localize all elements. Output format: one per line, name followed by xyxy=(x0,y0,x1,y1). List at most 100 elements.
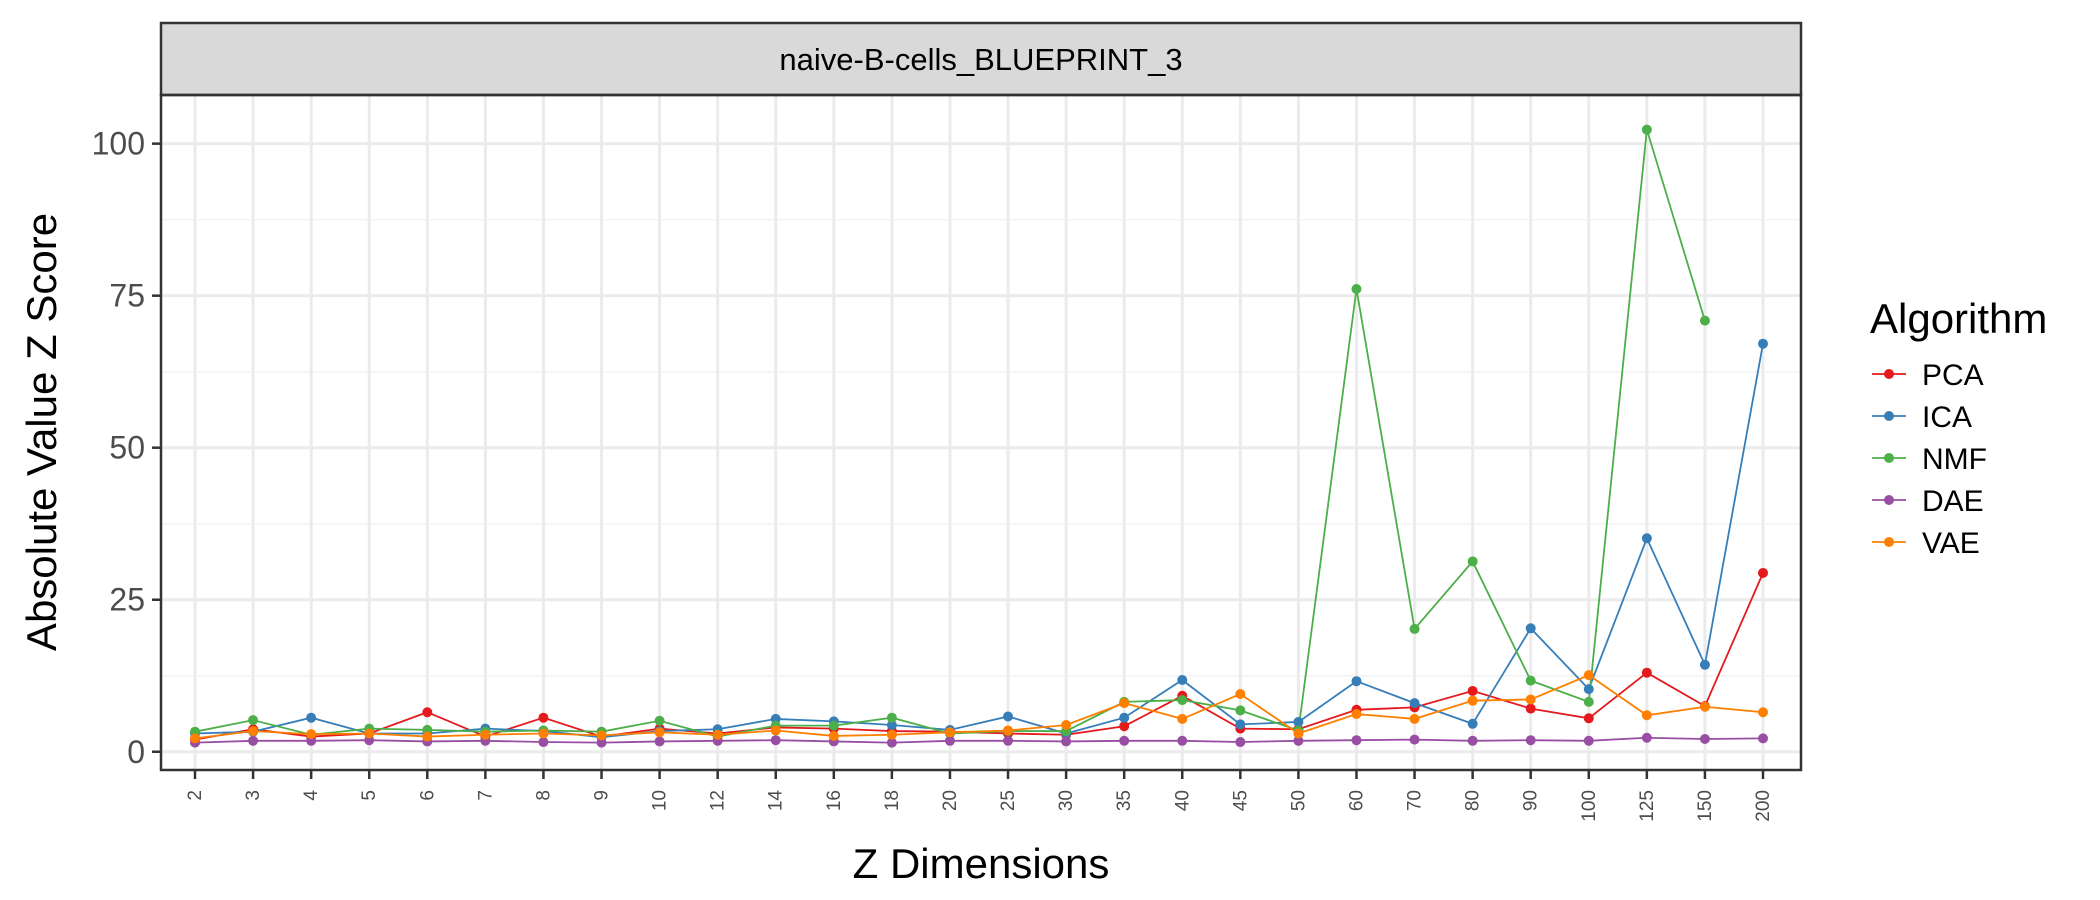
x-tick-label: 4 xyxy=(301,790,322,801)
data-point-dae xyxy=(770,735,781,746)
data-point-nmf xyxy=(1583,696,1594,707)
data-point-dae xyxy=(1525,735,1536,746)
legend-items: PCA ICA NMF DAE VAE xyxy=(1872,359,1987,560)
data-point-pca xyxy=(1467,685,1478,696)
data-point-dae xyxy=(248,735,259,746)
data-point-vae xyxy=(248,726,259,737)
data-point-nmf xyxy=(828,720,839,731)
data-point-vae xyxy=(1177,713,1188,724)
x-tick-label: 80 xyxy=(1463,790,1484,811)
y-tick-label: 0 xyxy=(127,734,145,770)
x-tick-label: 16 xyxy=(824,790,845,811)
data-point-nmf xyxy=(1525,675,1536,686)
data-point-ica xyxy=(1641,533,1652,544)
y-axis: 0 25 50 75 100 xyxy=(92,126,161,770)
data-point-ica xyxy=(1119,712,1130,723)
x-tick-label: 70 xyxy=(1405,790,1426,811)
data-point-ica xyxy=(1409,698,1420,709)
data-point-vae xyxy=(1409,713,1420,724)
x-axis-title: Z Dimensions xyxy=(853,840,1110,887)
data-point-dae xyxy=(1351,735,1362,746)
data-point-ica xyxy=(1351,676,1362,687)
data-point-vae xyxy=(944,727,955,738)
y-axis-title: Absolute Value Z Score xyxy=(18,213,65,651)
data-point-ica xyxy=(1467,718,1478,729)
data-point-vae xyxy=(712,729,723,740)
x-tick-label: 8 xyxy=(533,790,554,801)
data-point-vae xyxy=(190,733,200,744)
data-point-nmf xyxy=(1409,623,1420,634)
legend-key-point xyxy=(1884,369,1894,379)
data-point-dae xyxy=(1409,734,1420,745)
facet-strip xyxy=(159,21,1803,97)
x-tick-label: 12 xyxy=(708,790,729,811)
data-point-vae xyxy=(886,729,897,740)
data-point-dae xyxy=(1758,733,1768,744)
legend-label: ICA xyxy=(1922,401,1972,434)
data-point-nmf xyxy=(1351,283,1362,294)
data-point-vae xyxy=(1758,707,1768,718)
data-point-nmf xyxy=(1641,124,1652,135)
data-point-vae xyxy=(306,729,317,740)
data-point-dae xyxy=(1699,733,1710,744)
facet-title: naive-B-cells_BLUEPRINT_3 xyxy=(779,42,1182,77)
legend-label: NMF xyxy=(1922,443,1987,476)
x-tick-label: 30 xyxy=(1056,790,1077,811)
legend-key-point xyxy=(1884,537,1894,547)
legend-key-point xyxy=(1884,453,1894,463)
data-point-dae xyxy=(1003,735,1014,746)
data-point-vae xyxy=(1351,709,1362,720)
data-point-ica xyxy=(306,712,317,723)
data-point-ica xyxy=(1699,659,1710,670)
x-tick-label: 60 xyxy=(1346,790,1367,811)
data-point-pca xyxy=(538,712,549,723)
y-tick-label: 25 xyxy=(109,582,145,618)
data-point-dae xyxy=(1583,735,1594,746)
x-tick-label: 14 xyxy=(766,790,787,812)
x-tick-label: 200 xyxy=(1753,790,1774,822)
legend-label: PCA xyxy=(1922,359,1984,392)
x-tick-label: 2 xyxy=(185,790,206,801)
data-point-dae xyxy=(538,737,549,748)
series-line-vae xyxy=(194,674,1764,740)
data-point-vae xyxy=(1293,728,1304,739)
x-tick-label: 3 xyxy=(243,790,264,801)
data-point-vae xyxy=(1467,695,1478,706)
data-point-pca xyxy=(422,707,433,718)
data-point-pca xyxy=(1525,703,1536,714)
data-point-vae xyxy=(654,727,665,738)
data-point-ica xyxy=(1177,675,1188,685)
legend-label: VAE xyxy=(1922,527,1980,560)
data-point-vae xyxy=(1699,701,1710,712)
data-point-nmf xyxy=(1235,705,1246,716)
data-point-pca xyxy=(1583,713,1594,724)
x-tick-label: 20 xyxy=(940,790,961,811)
x-tick-label: 150 xyxy=(1695,790,1716,822)
legend-key-point xyxy=(1884,411,1894,421)
data-point-vae xyxy=(538,728,549,739)
data-point-vae xyxy=(1119,698,1130,709)
legend-title: Algorithm xyxy=(1870,295,2047,342)
x-tick-label: 10 xyxy=(650,790,671,811)
data-point-dae xyxy=(1641,732,1652,743)
data-point-vae xyxy=(364,728,375,739)
data-point-dae xyxy=(1235,737,1246,748)
data-point-nmf xyxy=(886,712,897,723)
x-tick-label: 9 xyxy=(592,790,613,801)
x-tick-label: 45 xyxy=(1230,790,1251,811)
data-point-dae xyxy=(596,737,607,748)
data-point-dae xyxy=(1177,735,1188,746)
data-point-nmf xyxy=(1699,315,1710,326)
data-point-nmf xyxy=(654,715,665,726)
data-point-vae xyxy=(422,731,433,742)
y-tick-label: 100 xyxy=(92,126,145,162)
x-tick-label: 50 xyxy=(1288,790,1309,811)
data-point-pca xyxy=(1641,667,1652,678)
data-point-ica xyxy=(1525,623,1536,634)
series-points xyxy=(190,124,1768,748)
x-tick-label: 125 xyxy=(1637,790,1658,822)
legend-key-point xyxy=(1884,495,1894,505)
data-point-nmf xyxy=(1177,695,1188,706)
data-point-dae xyxy=(1467,735,1478,746)
